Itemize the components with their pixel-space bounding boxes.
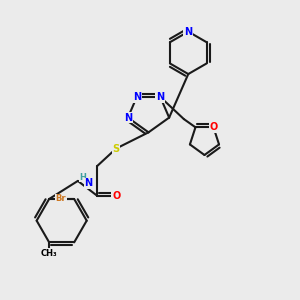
Text: N: N [124,112,132,123]
Text: H: H [80,173,87,182]
Text: Br: Br [56,194,66,203]
Text: S: S [112,143,120,154]
Text: O: O [112,190,120,201]
Text: N: N [84,178,92,188]
Text: N: N [156,92,164,102]
Text: N: N [133,92,141,102]
Text: CH₃: CH₃ [41,249,58,258]
Text: N: N [184,27,192,37]
Text: O: O [209,122,217,132]
